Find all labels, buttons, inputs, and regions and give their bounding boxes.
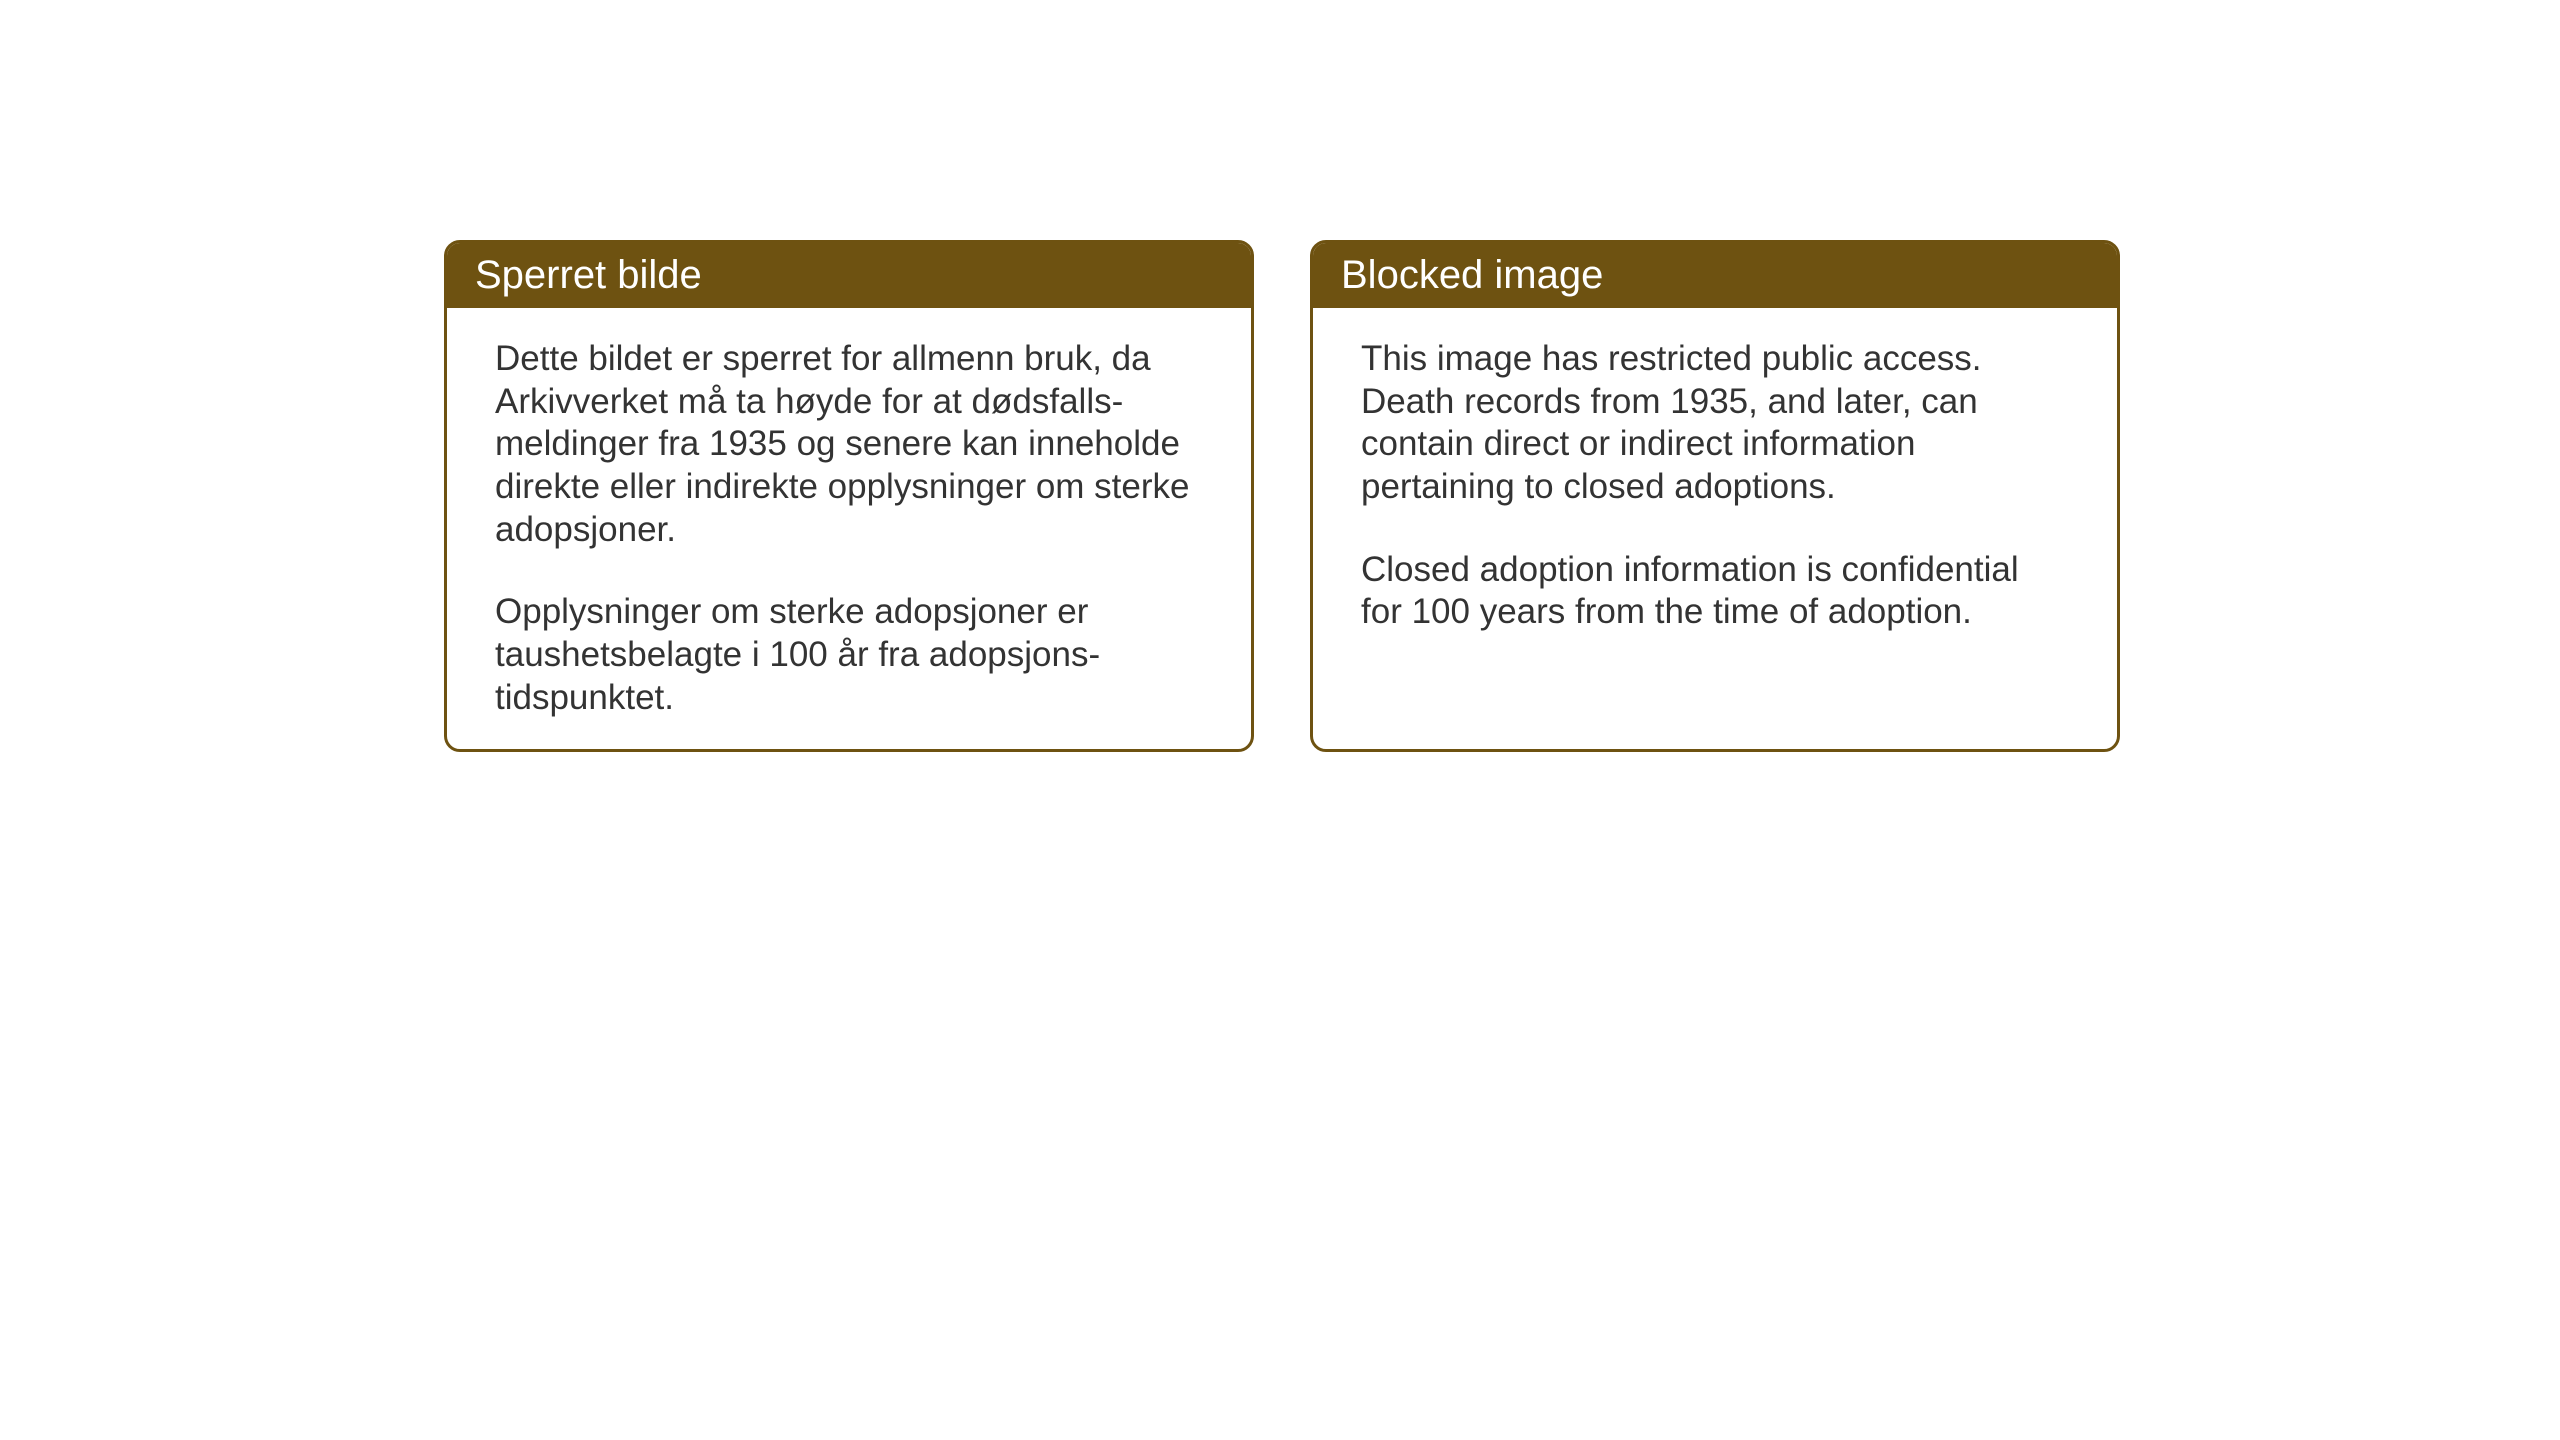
card-header-norwegian: Sperret bilde [447,243,1251,308]
card-paragraph: Dette bildet er sperret for allmenn bruk… [495,338,1203,551]
card-paragraph: This image has restricted public access.… [1361,338,2069,509]
card-body-english: This image has restricted public access.… [1313,308,2117,674]
card-title: Sperret bilde [475,253,702,297]
card-paragraph: Closed adoption information is confident… [1361,549,2069,634]
notice-card-norwegian: Sperret bilde Dette bildet er sperret fo… [444,240,1254,752]
card-paragraph: Opplysninger om sterke adopsjoner er tau… [495,591,1203,719]
card-title: Blocked image [1341,253,1603,297]
notice-card-english: Blocked image This image has restricted … [1310,240,2120,752]
notice-cards-container: Sperret bilde Dette bildet er sperret fo… [444,240,2120,752]
card-body-norwegian: Dette bildet er sperret for allmenn bruk… [447,308,1251,752]
card-header-english: Blocked image [1313,243,2117,308]
